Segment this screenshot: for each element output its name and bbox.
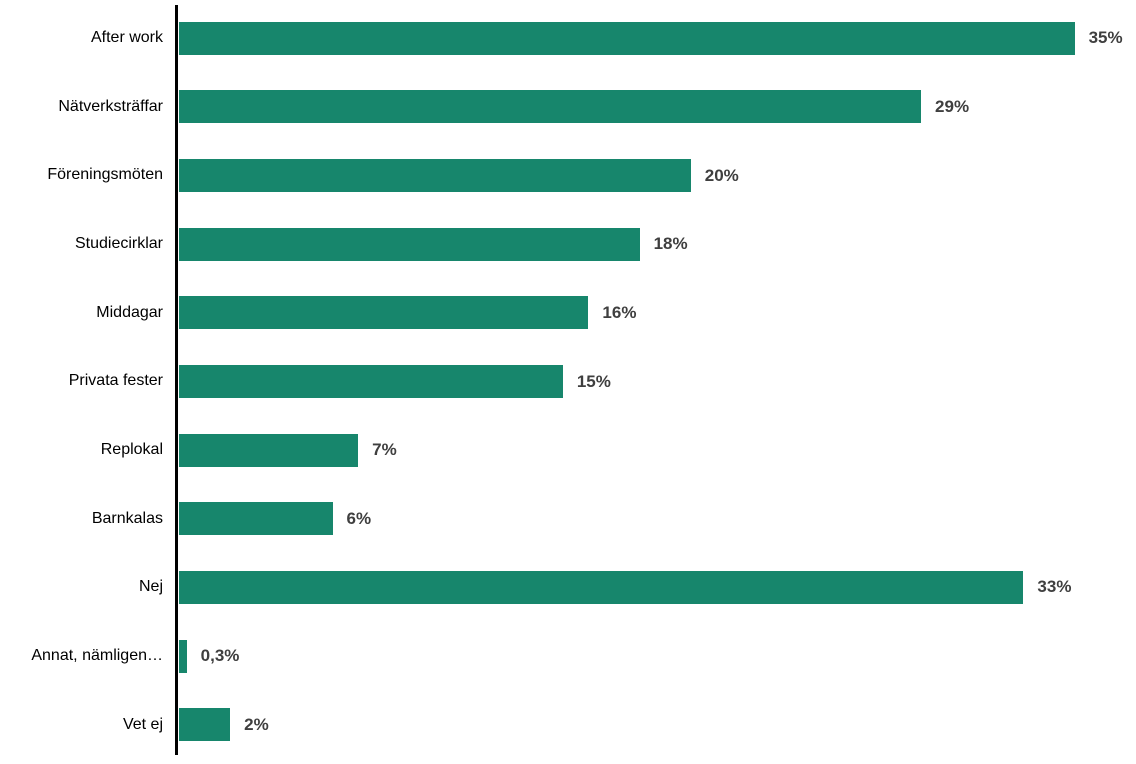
bar	[179, 708, 231, 742]
chart-row: Nätverksträffar 29%	[0, 73, 1136, 142]
category-label: Barnkalas	[91, 509, 163, 527]
value-label: 20%	[704, 165, 739, 185]
bar	[179, 365, 563, 399]
bar	[179, 90, 922, 124]
value-label: 6%	[346, 508, 372, 528]
value-label: 29%	[935, 96, 970, 116]
bar-area: 18%	[177, 210, 1136, 279]
bar-area: 15%	[177, 347, 1136, 416]
value-label: 2%	[244, 714, 269, 734]
bar	[179, 296, 589, 330]
chart-rows: After work 35% Nätverksträffar 29% Förenings…	[0, 4, 1136, 759]
bar	[179, 227, 640, 261]
bar-area: 33%	[177, 553, 1136, 622]
chart-row: Föreningsmöten 20%	[0, 141, 1136, 210]
category-label: Middagar	[96, 303, 163, 321]
value-label: 0,3%	[200, 646, 240, 666]
category-label: Föreningsmöten	[47, 166, 163, 184]
bar-area: 6%	[177, 484, 1136, 553]
chart-row: Annat, nämligen… 0,3%	[0, 622, 1136, 691]
bar	[179, 570, 1024, 604]
value-label: 35%	[1088, 28, 1123, 48]
value-label: 15%	[576, 371, 611, 391]
bar	[179, 433, 359, 467]
bar-area: 20%	[177, 141, 1136, 210]
bar	[179, 502, 333, 536]
category-label: Privata fester	[68, 372, 163, 390]
category-label: Nätverksträffar	[58, 97, 163, 115]
chart-row: Barnkalas 6%	[0, 484, 1136, 553]
chart-row: Replokal 7%	[0, 416, 1136, 485]
value-label: 7%	[372, 440, 397, 460]
category-label: Replokal	[100, 440, 163, 458]
bar	[179, 21, 1075, 55]
bar-area: 35%	[177, 4, 1136, 73]
category-label: Annat, nämligen…	[31, 646, 163, 664]
value-label: 18%	[653, 234, 688, 254]
value-label: 33%	[1037, 577, 1072, 597]
chart-row: Privata fester 15%	[0, 347, 1136, 416]
bar-area: 16%	[177, 279, 1136, 348]
bar-area: 2%	[177, 690, 1136, 759]
chart-row: Nej 33%	[0, 553, 1136, 622]
category-label: Nej	[138, 578, 163, 596]
bar	[179, 639, 187, 673]
category-label: Studiecirklar	[74, 235, 163, 253]
bar-area: 0,3%	[177, 622, 1136, 691]
bar-area: 29%	[177, 73, 1136, 142]
value-label: 16%	[602, 302, 637, 322]
chart-row: Vet ej 2%	[0, 690, 1136, 759]
bar-area: 7%	[177, 416, 1136, 485]
category-label: Vet ej	[122, 715, 163, 733]
chart-row: Studiecirklar 18%	[0, 210, 1136, 279]
chart-row: After work 35%	[0, 4, 1136, 73]
category-label: After work	[90, 29, 163, 47]
y-axis-line	[175, 5, 178, 755]
chart-row: Middagar 16%	[0, 279, 1136, 348]
bar	[179, 159, 691, 193]
